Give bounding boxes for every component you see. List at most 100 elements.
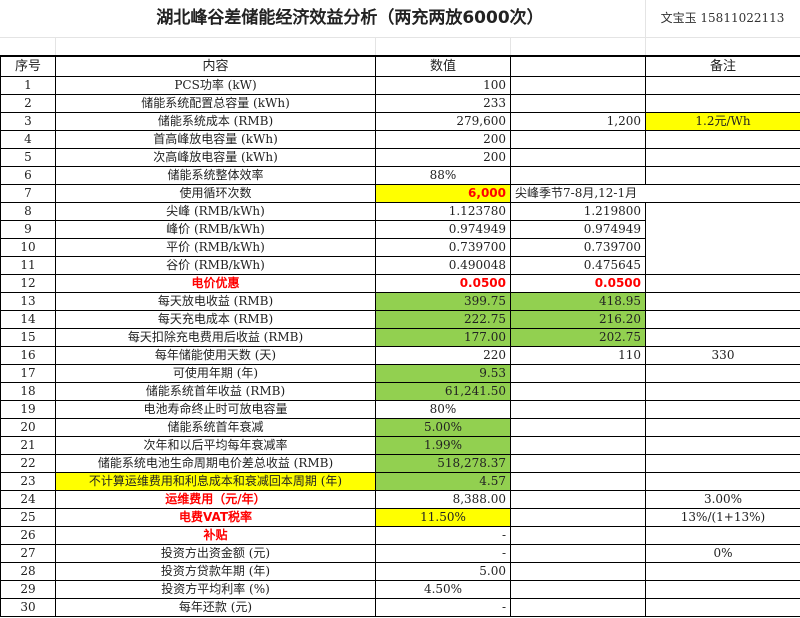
row-content[interactable]: 投资方贷款年期 (年) xyxy=(55,562,376,581)
row-note[interactable] xyxy=(645,328,800,347)
row-content[interactable]: 次年和以后平均每年衰减率 xyxy=(55,436,376,455)
row-content[interactable]: 储能系统首年衰减 xyxy=(55,418,376,437)
row-extra[interactable] xyxy=(510,454,646,473)
row-content[interactable]: 电池寿命终止时可放电容量 xyxy=(55,400,376,419)
row-note[interactable] xyxy=(645,562,800,581)
header-content[interactable]: 内容 xyxy=(55,55,376,77)
row-note[interactable] xyxy=(645,274,800,293)
row-content[interactable]: 平价 (RMB/kWh) xyxy=(55,238,376,257)
row-content[interactable]: 次高峰放电容量 (kWh) xyxy=(55,148,376,167)
row-note[interactable] xyxy=(645,418,800,437)
row-extra[interactable] xyxy=(510,526,646,545)
row-note[interactable] xyxy=(645,598,800,617)
row-extra[interactable]: 0.974949 xyxy=(510,220,646,239)
row-extra[interactable]: 0.475645 xyxy=(510,256,646,275)
row-extra[interactable]: 110 xyxy=(510,346,646,365)
row-content[interactable]: 电费VAT税率 xyxy=(55,508,376,527)
row-extra[interactable] xyxy=(510,508,646,527)
row-note[interactable] xyxy=(645,256,800,275)
row-note[interactable]: 1.2元/Wh xyxy=(645,112,800,131)
row-extra[interactable] xyxy=(510,76,646,95)
row-value[interactable]: 0.974949 xyxy=(375,220,511,239)
row-note[interactable] xyxy=(645,166,800,185)
row-number[interactable]: 5 xyxy=(0,148,56,167)
row-number[interactable]: 2 xyxy=(0,94,56,113)
row-number[interactable]: 21 xyxy=(0,436,56,455)
row-number[interactable]: 4 xyxy=(0,130,56,149)
row-content[interactable]: PCS功率 (kW) xyxy=(55,76,376,95)
row-note[interactable] xyxy=(645,526,800,545)
row-note[interactable] xyxy=(645,94,800,113)
row-content[interactable]: 使用循环次数 xyxy=(55,184,376,203)
row-note[interactable] xyxy=(645,220,800,239)
row-value[interactable]: 177.00 xyxy=(375,328,511,347)
row-content[interactable]: 补贴 xyxy=(55,526,376,545)
row-number[interactable]: 13 xyxy=(0,292,56,311)
row-note[interactable] xyxy=(645,580,800,599)
row-content[interactable]: 每天扣除充电费用后收益 (RMB) xyxy=(55,328,376,347)
row-number[interactable]: 11 xyxy=(0,256,56,275)
row-value[interactable]: 0.490048 xyxy=(375,256,511,275)
row-value[interactable]: 4.57 xyxy=(375,472,511,491)
row-value[interactable]: 1.99% xyxy=(375,436,511,455)
row-value[interactable]: 11.50% xyxy=(375,508,511,527)
row-number[interactable]: 1 xyxy=(0,76,56,95)
row-extra[interactable] xyxy=(510,382,646,401)
row-content[interactable]: 每天充电成本 (RMB) xyxy=(55,310,376,329)
header-value[interactable]: 数值 xyxy=(375,55,511,77)
row-number[interactable]: 22 xyxy=(0,454,56,473)
row-number[interactable]: 9 xyxy=(0,220,56,239)
row-content[interactable]: 谷价 (RMB/kWh) xyxy=(55,256,376,275)
row-extra[interactable] xyxy=(510,436,646,455)
row-value[interactable]: 4.50% xyxy=(375,580,511,599)
row-content[interactable]: 每年储能使用天数 (天) xyxy=(55,346,376,365)
row-note[interactable]: 13%/(1+13%) xyxy=(645,508,800,527)
header-note[interactable]: 备注 xyxy=(645,55,800,77)
row-content[interactable]: 电价优惠 xyxy=(55,274,376,293)
row-content[interactable]: 投资方平均利率 (%) xyxy=(55,580,376,599)
row-extra[interactable]: 1.219800 xyxy=(510,202,646,221)
row-number[interactable]: 23 xyxy=(0,472,56,491)
row-extra[interactable] xyxy=(510,580,646,599)
row-number[interactable]: 30 xyxy=(0,598,56,617)
row-content[interactable]: 每年还款 (元) xyxy=(55,598,376,617)
row-number[interactable]: 7 xyxy=(0,184,56,203)
row-value[interactable]: 233 xyxy=(375,94,511,113)
row-number[interactable]: 8 xyxy=(0,202,56,221)
row-value[interactable]: - xyxy=(375,544,511,563)
row-note[interactable]: 3.00% xyxy=(645,490,800,509)
row-content[interactable]: 运维费用（元/年） xyxy=(55,490,376,509)
row-number[interactable]: 28 xyxy=(0,562,56,581)
row-value[interactable]: 399.75 xyxy=(375,292,511,311)
row-value[interactable]: 279,600 xyxy=(375,112,511,131)
row-value[interactable]: 518,278.37 xyxy=(375,454,511,473)
row-value[interactable]: 1.123780 xyxy=(375,202,511,221)
row-value[interactable]: 88% xyxy=(375,166,511,185)
row-extra[interactable] xyxy=(510,490,646,509)
row-note[interactable] xyxy=(645,76,800,95)
row-extra[interactable] xyxy=(510,544,646,563)
row-value[interactable]: 80% xyxy=(375,400,511,419)
row-number[interactable]: 15 xyxy=(0,328,56,347)
row-note[interactable] xyxy=(645,382,800,401)
row-content[interactable]: 投资方出资金额 (元) xyxy=(55,544,376,563)
row-note[interactable] xyxy=(645,436,800,455)
row-content[interactable]: 可使用年期 (年) xyxy=(55,364,376,383)
row-content[interactable]: 储能系统成本 (RMB) xyxy=(55,112,376,131)
row-number[interactable]: 26 xyxy=(0,526,56,545)
row-number[interactable]: 20 xyxy=(0,418,56,437)
row-extra[interactable] xyxy=(510,472,646,491)
row-value[interactable]: 0.0500 xyxy=(375,274,511,293)
row-extra[interactable] xyxy=(510,130,646,149)
row-number[interactable]: 17 xyxy=(0,364,56,383)
row-note[interactable] xyxy=(645,454,800,473)
row-value[interactable]: 100 xyxy=(375,76,511,95)
row-value[interactable]: 220 xyxy=(375,346,511,365)
row-extra[interactable]: 1,200 xyxy=(510,112,646,131)
row-content[interactable]: 尖峰 (RMB/kWh) xyxy=(55,202,376,221)
row-content[interactable]: 峰价 (RMB/kWh) xyxy=(55,220,376,239)
row-note[interactable] xyxy=(645,472,800,491)
row-extra[interactable] xyxy=(510,598,646,617)
row-extra[interactable]: 0.0500 xyxy=(510,274,646,293)
row-content[interactable]: 储能系统配置总容量 (kWh) xyxy=(55,94,376,113)
